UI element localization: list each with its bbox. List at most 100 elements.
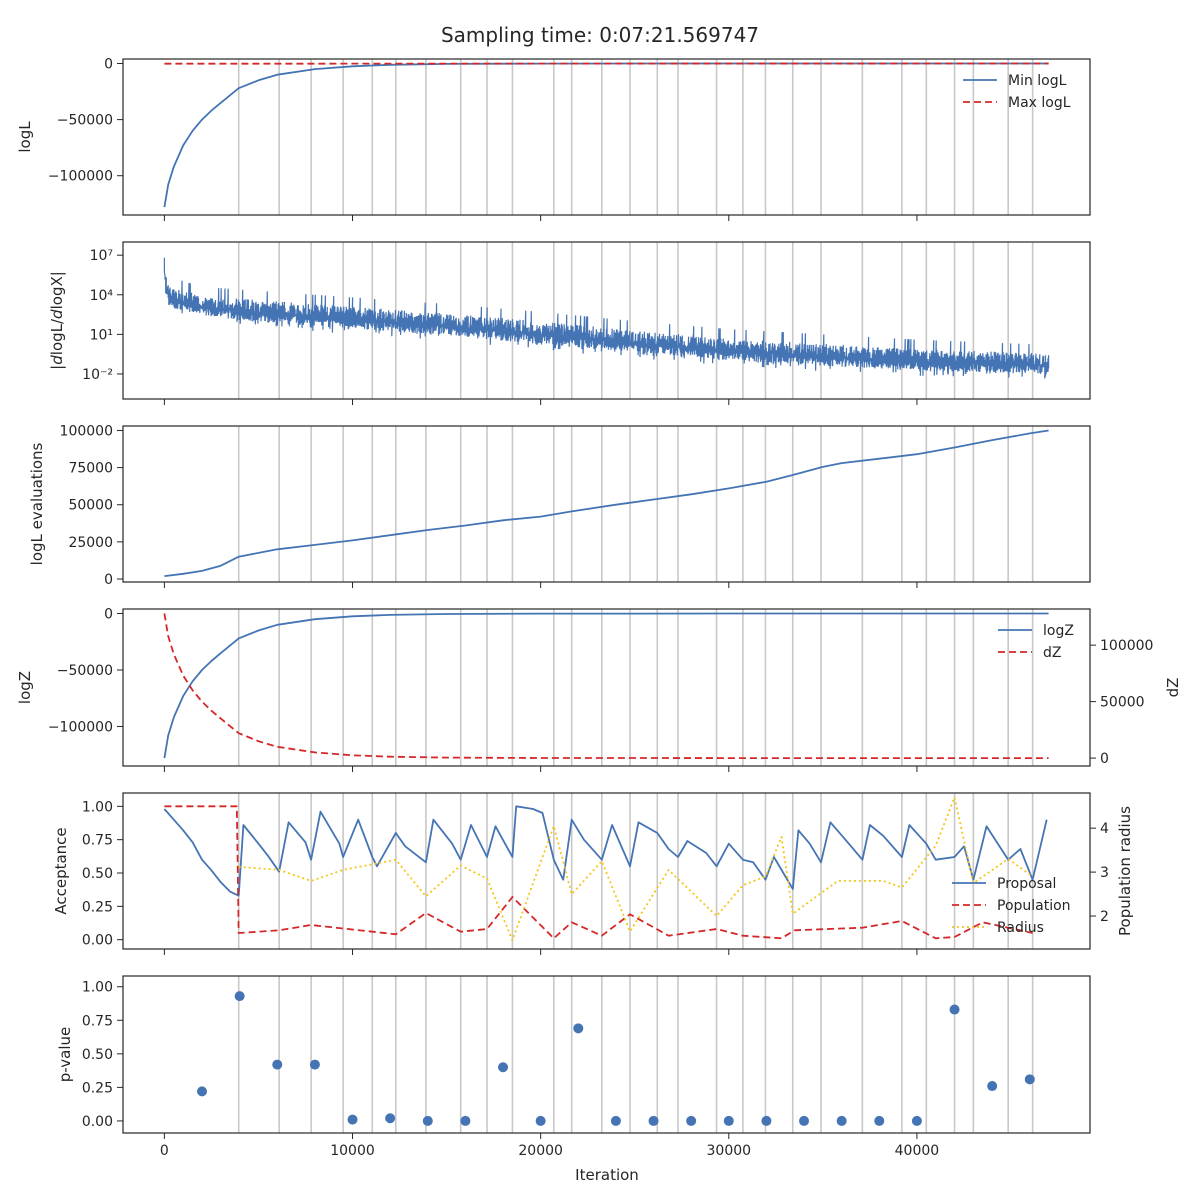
y-right-tick-label: 100000	[1100, 638, 1153, 654]
legend-label: Proposal	[997, 876, 1056, 892]
y-tick-label: 0	[104, 56, 113, 72]
data-point	[648, 1115, 659, 1126]
data-logZ	[163, 612, 1049, 759]
data-point	[836, 1115, 847, 1126]
series-line	[163, 257, 1050, 379]
y-tick-label: −50000	[57, 113, 113, 129]
y-axis-label: p-value	[56, 1027, 74, 1083]
data-pvalue	[197, 991, 1035, 1126]
series-line	[164, 429, 1049, 577]
y-tick-label: 0.75	[82, 1013, 113, 1029]
data-acceptance	[163, 796, 1048, 942]
axes-frame	[122, 975, 1091, 1134]
y-tick-label: 0.50	[82, 1047, 113, 1063]
data-point	[723, 1115, 734, 1126]
y-tick-label: 1.00	[82, 980, 113, 996]
axes-frame	[122, 241, 1091, 400]
vertical-lines	[237, 609, 1034, 766]
y-right-tick-label: 2	[1100, 909, 1109, 925]
x-axis-label: Iteration	[575, 1166, 639, 1184]
y-tick-label: 10⁴	[90, 288, 114, 304]
legend: logZ dZ	[998, 623, 1074, 661]
y-right-axis-label: Population radius	[1116, 806, 1134, 936]
data-point	[535, 1115, 546, 1126]
y-right-tick-label: 50000	[1100, 695, 1145, 711]
legend-label: Population	[997, 898, 1071, 914]
vertical-lines	[237, 59, 1034, 215]
data-point	[460, 1115, 471, 1126]
y-right-tick-label: 0	[1100, 751, 1109, 767]
series-line	[238, 796, 1034, 942]
data-point	[1024, 1074, 1035, 1085]
legend: Min logL Max logL	[963, 73, 1071, 111]
legend-label: logZ	[1043, 623, 1074, 639]
panel-logZ: 0 −50000 −100000 0 50000 100000 dZ logZ logZ dZ	[16, 607, 1182, 772]
x-tick-label: 10000	[330, 1143, 375, 1159]
y-right-tick-label: 4	[1100, 821, 1109, 837]
y-axis-label: |dlogL/dlogX|	[48, 271, 66, 370]
series-line	[163, 62, 1049, 208]
panel-logL: 0 −50000 −100000 logL Min logL Max logL	[16, 56, 1091, 221]
vertical-lines	[237, 426, 1034, 582]
data-point	[197, 1086, 208, 1097]
y-tick-label: 1.00	[82, 799, 113, 815]
panel-nlike: 0 25000 50000 75000 100000 logL evaluations	[28, 423, 1091, 588]
y-axis-label: logL evaluations	[28, 442, 46, 565]
data-point	[610, 1115, 621, 1126]
vertical-lines	[237, 242, 1034, 399]
data-point	[234, 991, 245, 1002]
y-tick-label: 10¹	[90, 327, 113, 343]
data-point	[987, 1081, 998, 1092]
y-tick-label: 100000	[60, 423, 113, 439]
panel-dlogL: 10⁷ 10⁴ 10¹ 10⁻² |dlogL/dlogX|	[48, 241, 1091, 405]
y-axis-label: logZ	[16, 671, 34, 704]
series-line	[163, 612, 1049, 759]
data-dlogL	[163, 257, 1050, 379]
data-point	[874, 1115, 885, 1126]
axes-frame	[122, 792, 1091, 950]
y-tick-label: −100000	[48, 169, 113, 185]
vertical-lines	[237, 976, 1034, 1133]
data-point	[309, 1059, 320, 1070]
axes-frame	[122, 58, 1091, 216]
y-axis-label: logL	[16, 121, 34, 153]
series-line	[163, 805, 1048, 897]
data-point	[422, 1115, 433, 1126]
x-tick-label: 0	[160, 1143, 169, 1159]
legend-label: Max logL	[1008, 95, 1071, 111]
axes-frame	[122, 608, 1091, 767]
x-tick-label: 30000	[707, 1143, 752, 1159]
y-tick-label: 0.25	[82, 899, 113, 915]
data-point	[686, 1115, 697, 1126]
y-tick-label: 75000	[68, 461, 113, 477]
data-nlike	[164, 429, 1049, 577]
y-right-tick-label: 3	[1100, 865, 1109, 881]
y-tick-label: 50000	[68, 498, 113, 514]
data-point	[498, 1062, 509, 1073]
x-tick-label: 40000	[895, 1143, 940, 1159]
data-point	[911, 1115, 922, 1126]
y-tick-label: 0.75	[82, 833, 113, 849]
axes-frame	[122, 425, 1091, 583]
y-tick-label: 10⁷	[90, 248, 113, 264]
y-tick-label: 25000	[68, 535, 113, 551]
legend-label: Min logL	[1008, 73, 1067, 89]
legend-label: Radius	[997, 920, 1044, 936]
data-point	[761, 1115, 772, 1126]
panel-pvalue: 0.00 0.25 0.50 0.75 1.00 0 10000 20000 30000 4000…	[56, 975, 1091, 1159]
data-point	[799, 1115, 810, 1126]
y-tick-label: 0.00	[82, 933, 113, 949]
legend: Proposal Population Radius	[952, 876, 1071, 936]
data-logL	[163, 62, 1049, 208]
y-tick-label: 10⁻²	[82, 367, 113, 383]
chart-title: Sampling time: 0:07:21.569747	[441, 23, 759, 47]
series-line	[163, 613, 1049, 759]
data-point	[385, 1113, 396, 1124]
data-point	[573, 1023, 584, 1034]
data-point	[949, 1004, 960, 1015]
y-tick-label: 0.25	[82, 1080, 113, 1096]
vertical-lines	[237, 793, 1034, 949]
y-tick-label: 0.50	[82, 866, 113, 882]
y-right-axis-label: dZ	[1164, 678, 1182, 698]
